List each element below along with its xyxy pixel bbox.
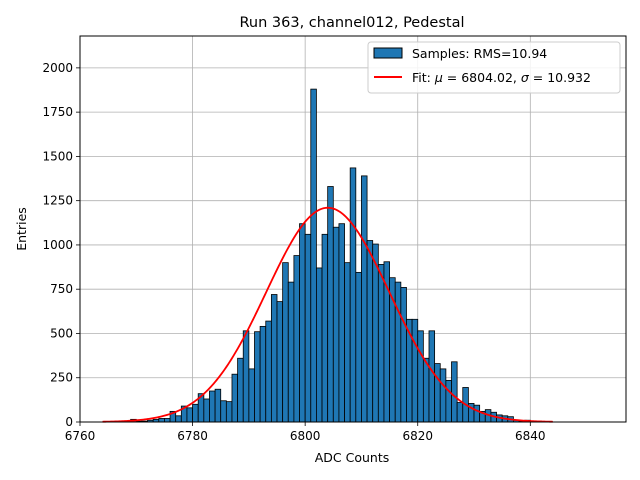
y-tick-label: 1500 [42, 149, 73, 163]
y-axis-label: Entries [14, 207, 29, 251]
histogram-bar [434, 363, 441, 423]
histogram-bar [355, 271, 362, 423]
histogram-bar [242, 330, 250, 423]
histogram-bar [265, 320, 272, 423]
histogram-bar [451, 361, 458, 423]
histogram-bar [175, 415, 182, 423]
histogram-bar [372, 243, 379, 423]
legend-box [367, 41, 621, 94]
histogram-bar [304, 233, 312, 423]
x-axis-ticks: 6760 6780 6800 6820 6840 [65, 422, 546, 443]
histogram-bar [270, 294, 278, 423]
y-tick-label: 0 [65, 415, 73, 429]
y-tick-label: 1750 [42, 105, 73, 119]
histogram-bar [349, 167, 357, 423]
histogram-bar [361, 175, 368, 423]
y-tick-label: 1000 [42, 238, 73, 252]
y-tick-label: 1250 [42, 194, 73, 208]
histogram-bar [417, 330, 424, 423]
histogram-bar [254, 331, 261, 423]
y-tick-label: 2000 [42, 61, 73, 75]
legend-fit-mu-text: = 6804.02, [443, 70, 521, 85]
histogram-bar [366, 240, 374, 423]
x-tick-label: 6780 [177, 429, 208, 443]
legend-fit-prefix: Fit: [412, 70, 435, 85]
histogram-bar [287, 281, 295, 423]
legend: Samples: RMS=10.94 Fit: μ = 6804.02, σ =… [367, 41, 621, 94]
histogram-bar [310, 88, 317, 423]
x-axis-label: ADC Counts [315, 450, 390, 465]
histogram-bar [344, 262, 351, 423]
histogram-bar [186, 407, 193, 423]
histogram-bar [456, 402, 464, 423]
histogram-bar [248, 368, 255, 423]
y-tick-label: 250 [50, 371, 73, 385]
histogram-bar [338, 223, 345, 423]
histogram-bar [445, 379, 452, 423]
fit-curve [102, 206, 553, 423]
histogram-bar [473, 404, 481, 423]
histogram-bar [394, 281, 402, 423]
histogram-bar [237, 357, 244, 423]
x-tick-label: 6820 [402, 429, 433, 443]
histogram-bar [400, 287, 407, 423]
histogram-bar [192, 403, 199, 423]
legend-fit-label: Fit: μ = 6804.02, σ = 10.932 [412, 70, 591, 85]
histogram-bar [209, 390, 216, 423]
histogram-bar [259, 325, 267, 423]
histogram-bar [422, 357, 430, 423]
fit-curve-group [102, 206, 553, 423]
legend-fit-sigma-text: = 10.932 [529, 70, 591, 85]
plot-frame [79, 35, 627, 423]
y-tick-label: 750 [50, 282, 73, 296]
histogram-bar [214, 388, 222, 423]
histogram-bar [220, 400, 227, 423]
x-tick-label: 6800 [290, 429, 321, 443]
x-tick-label: 6760 [65, 429, 96, 443]
histogram-bar [327, 186, 334, 423]
legend-samples-swatch [373, 47, 403, 59]
histogram-bar [231, 373, 239, 423]
histogram-bar [225, 401, 233, 423]
histogram-bar [316, 267, 323, 423]
histogram-bar [299, 223, 306, 423]
legend-fit-mu-symbol: μ [434, 70, 443, 85]
legend-fit-sigma-symbol: σ [521, 70, 530, 85]
histogram-bar [282, 262, 289, 423]
histogram-bar [377, 264, 385, 423]
legend-samples-label: Samples: RMS=10.94 [412, 46, 547, 61]
x-tick-label: 6840 [515, 429, 546, 443]
y-tick-label: 500 [50, 326, 73, 340]
histogram-bar [321, 233, 329, 423]
histogram-bar [439, 368, 447, 423]
histogram-bar [276, 301, 284, 423]
chart-title: Run 363, channel012, Pedestal [239, 15, 464, 31]
histogram-bar [158, 418, 165, 423]
histogram-bar [164, 418, 171, 423]
y-axis-ticks: 0 250 500 750 1000 1250 1500 1750 2000 [42, 61, 80, 429]
histogram-bar [293, 255, 300, 423]
histogram-bar [411, 318, 419, 423]
histogram-bar [203, 398, 210, 423]
histogram-bar [428, 330, 436, 423]
histogram-bar [332, 226, 340, 423]
